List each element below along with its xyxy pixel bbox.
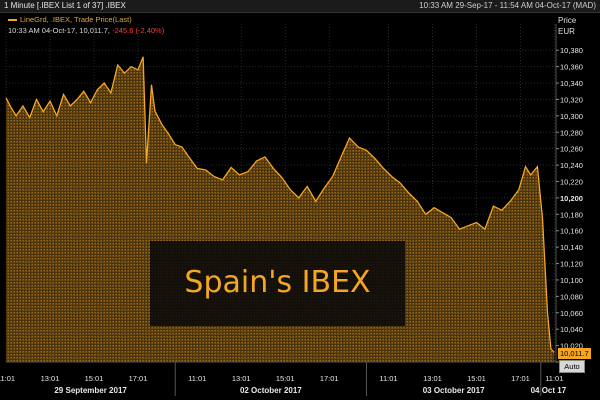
x-tick-label: 13:01 <box>41 374 60 383</box>
price-area <box>6 56 555 363</box>
x-tick-label: 11:01 <box>379 374 397 383</box>
y-tick-label: 10,040 <box>560 325 583 334</box>
y-tick-label: 10,320 <box>560 95 583 104</box>
legend-series: LineGrd, .IBEX, Trade Price(Last) <box>8 14 164 25</box>
x-tick-label: 11:01 <box>0 374 15 383</box>
y-tick-label: 10,100 <box>560 276 583 285</box>
y-tick-label: 10,080 <box>560 292 583 301</box>
y-axis-title-price: Price <box>558 16 577 25</box>
legend-quote-text: 10:33 AM 04-Oct-17, 10,011.7, <box>8 26 113 35</box>
x-tick-label: 13:01 <box>232 374 251 383</box>
x-tick-label: 15:01 <box>467 374 486 383</box>
y-tick-label: 10,300 <box>560 112 583 121</box>
y-tick-label: 10,200 <box>560 194 583 203</box>
y-tick-label: 10,360 <box>560 63 583 72</box>
last-price-badge: 10,011.7 <box>558 348 591 359</box>
y-tick-label: 10,020 <box>560 342 583 351</box>
x-tick-label: 17:01 <box>511 374 530 383</box>
y-tick-label: 10,380 <box>560 46 583 55</box>
y-tick-label: 10,140 <box>560 243 583 252</box>
time-range-label: 10:33 AM 29-Sep-17 - 11:54 AM 04-Oct-17 … <box>419 1 596 10</box>
x-tick-label: 15:01 <box>85 374 104 383</box>
y-tick-label: 10,180 <box>560 210 583 219</box>
caption-box: Spain's IBEX <box>150 241 405 326</box>
window-header: 1 Minute [.IBEX List 1 of 37] .IBEX 10:3… <box>0 0 600 13</box>
y-tick-label: 10,220 <box>560 177 583 186</box>
y-tick-label: 10,240 <box>560 161 583 170</box>
y-axis-title-currency: EUR <box>558 27 575 36</box>
y-axis: 10,020 10,040 10,060 10,080 10,100 10,120 10,1… <box>555 24 583 363</box>
y-tick-label: 10,280 <box>560 128 583 137</box>
y-tick-label: 10,060 <box>560 309 583 318</box>
x-tick-label: 17:01 <box>320 374 339 383</box>
session-date-label: 29 September 2017 <box>54 386 127 395</box>
auto-scale-button[interactable]: Auto <box>559 360 585 373</box>
x-tick-label: 11:01 <box>188 374 206 383</box>
chart-list-title: 1 Minute [.IBEX List 1 of 37] .IBEX <box>4 1 126 10</box>
x-tick-label: 13:01 <box>423 374 442 383</box>
session-date-label: 03 October 2017 <box>422 386 485 395</box>
x-tick-label: 17:01 <box>129 374 148 383</box>
x-tick-label: 15:01 <box>276 374 295 383</box>
legend-swatch <box>8 19 17 22</box>
y-tick-label: 10,340 <box>560 79 583 88</box>
y-tick-label: 10,260 <box>560 145 583 154</box>
y-tick-label: 10,120 <box>560 260 583 269</box>
session-dividers <box>174 362 542 396</box>
x-axis: 11:01 13:01 15:01 17:01 11:01 13:01 15:01 17:01… <box>0 361 563 383</box>
session-date-label: 04 Oct 17 <box>530 386 567 395</box>
price-line <box>5 56 555 353</box>
session-date-label: 02 October 2017 <box>239 386 302 395</box>
y-tick-label: 10,160 <box>560 227 583 236</box>
legend-series-label: LineGrd, .IBEX, Trade Price(Last) <box>20 15 132 24</box>
x-tick-label: 11:01 <box>545 374 563 383</box>
caption-text: Spain's IBEX <box>184 265 371 300</box>
